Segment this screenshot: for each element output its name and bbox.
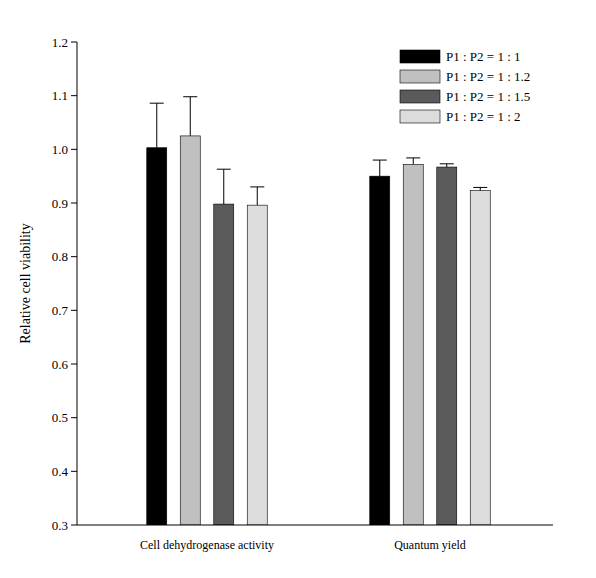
bar <box>437 167 457 525</box>
legend-label: P1 : P2 = 1 : 1.5 <box>446 89 530 104</box>
legend-label: P1 : P2 = 1 : 1.2 <box>446 69 530 84</box>
y-axis <box>77 42 78 525</box>
legend-swatch <box>400 50 440 63</box>
error-bar <box>373 160 387 176</box>
y-tick <box>71 203 77 204</box>
error-bar <box>406 158 420 164</box>
y-tick-label: 0.6 <box>52 357 69 372</box>
error-bar <box>440 164 454 167</box>
x-tick-label: Cell dehydrogenase activity <box>140 538 274 552</box>
y-tick-label: 0.3 <box>52 518 68 533</box>
y-tick-label: 1.1 <box>52 88 68 103</box>
error-cap <box>473 187 487 188</box>
error-bar <box>250 187 264 205</box>
legend-swatch <box>400 90 440 103</box>
bar <box>247 205 267 525</box>
y-tick <box>71 417 77 418</box>
y-tick-label: 0.4 <box>52 464 69 479</box>
error-line <box>223 169 224 204</box>
y-tick <box>71 525 77 526</box>
bars <box>147 97 491 525</box>
y-tick <box>71 149 77 150</box>
error-line <box>190 97 191 136</box>
bar <box>214 204 234 525</box>
y-axis-label: Relative cell viability <box>18 223 33 344</box>
error-line <box>413 158 414 164</box>
legend-swatch <box>400 70 440 83</box>
y-tick-label: 1.0 <box>52 142 68 157</box>
chart: 0.3 0.4 0.5 0.6 0.7 0.8 0.9 1.0 1.1 1.2 Cell dehyd… <box>0 0 596 578</box>
error-cap <box>406 157 420 158</box>
error-cap <box>183 96 197 97</box>
error-bar <box>150 103 164 148</box>
error-cap <box>150 103 164 104</box>
error-line <box>156 103 157 148</box>
y-tick-label: 0.8 <box>52 249 68 264</box>
error-cap <box>250 186 264 187</box>
error-cap <box>217 169 231 170</box>
legend: P1 : P2 = 1 : 1 P1 : P2 = 1 : 1.2 P1 : P2 … <box>400 49 530 124</box>
y-tick <box>71 364 77 365</box>
error-cap <box>440 163 454 164</box>
legend-label: P1 : P2 = 1 : 2 <box>446 109 521 124</box>
bar <box>180 136 200 525</box>
bar <box>470 191 490 525</box>
y-tick <box>71 95 77 96</box>
error-bar <box>183 97 197 136</box>
legend-swatch <box>400 110 440 123</box>
y-tick-label: 0.7 <box>52 303 69 318</box>
y-tick <box>71 471 77 472</box>
error-line <box>257 187 258 205</box>
bar <box>147 148 167 525</box>
bar <box>370 176 390 525</box>
y-tick <box>71 310 77 311</box>
error-bar <box>473 187 487 190</box>
y-tick <box>71 256 77 257</box>
y-tick-label: 1.2 <box>52 35 68 50</box>
y-tick-label: 0.5 <box>52 410 68 425</box>
y-tick-label: 0.9 <box>52 196 68 211</box>
legend-label: P1 : P2 = 1 : 1 <box>446 49 521 64</box>
error-line <box>379 160 380 176</box>
error-cap <box>373 160 387 161</box>
x-axis <box>77 525 553 526</box>
x-tick-label: Quantum yield <box>394 538 466 552</box>
bar <box>403 164 423 525</box>
error-bar <box>217 169 231 204</box>
y-tick <box>71 42 77 43</box>
